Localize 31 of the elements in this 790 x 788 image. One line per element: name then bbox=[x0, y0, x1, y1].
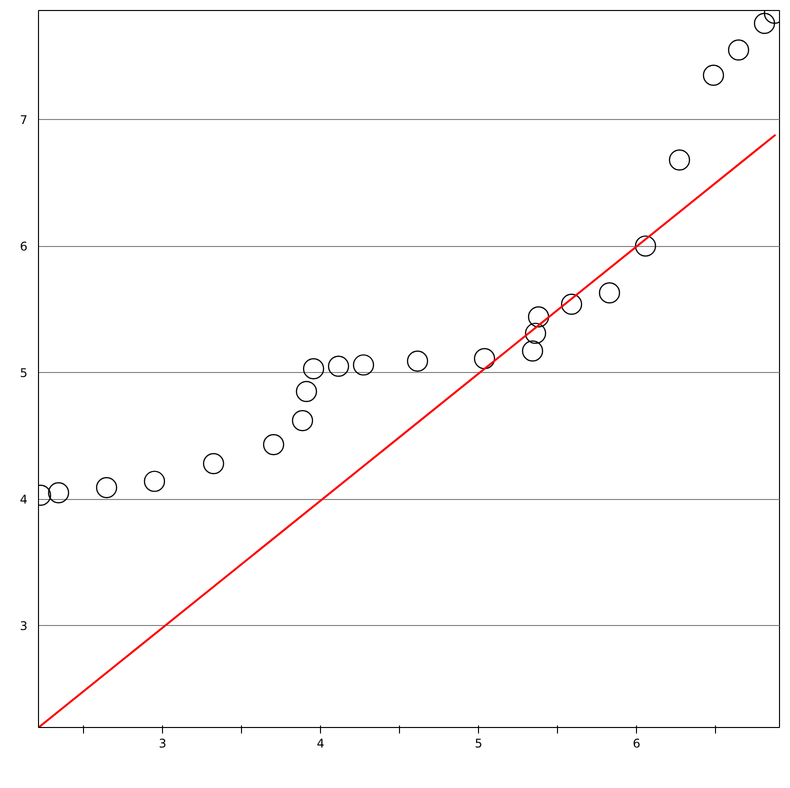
point bbox=[352, 354, 374, 376]
y-tick-label: 4 bbox=[20, 492, 28, 507]
point bbox=[634, 235, 656, 257]
y-tick-label: 5 bbox=[20, 366, 28, 380]
point bbox=[406, 350, 428, 372]
point bbox=[302, 358, 324, 380]
point bbox=[474, 348, 496, 370]
point bbox=[202, 453, 224, 474]
x-tick-label: 5 bbox=[474, 736, 482, 750]
x-tick-label: 6 bbox=[632, 736, 640, 750]
point bbox=[522, 340, 544, 362]
x-tick-label: 3 bbox=[158, 736, 166, 750]
y-tick-label: 6 bbox=[20, 240, 28, 254]
point bbox=[528, 306, 550, 328]
point bbox=[296, 380, 318, 402]
point bbox=[702, 64, 724, 86]
point bbox=[328, 356, 350, 377]
point bbox=[263, 434, 284, 456]
point bbox=[144, 470, 166, 492]
point bbox=[668, 149, 690, 171]
point bbox=[728, 39, 750, 61]
point bbox=[560, 294, 582, 315]
point bbox=[96, 477, 118, 498]
point bbox=[524, 322, 546, 344]
y-tick-label: 3 bbox=[20, 619, 28, 634]
point bbox=[754, 12, 776, 34]
point bbox=[598, 282, 620, 304]
point bbox=[292, 410, 314, 432]
y-tick-label: 7 bbox=[20, 113, 28, 128]
x-tick-label: 4 bbox=[316, 736, 324, 750]
point bbox=[48, 482, 70, 504]
